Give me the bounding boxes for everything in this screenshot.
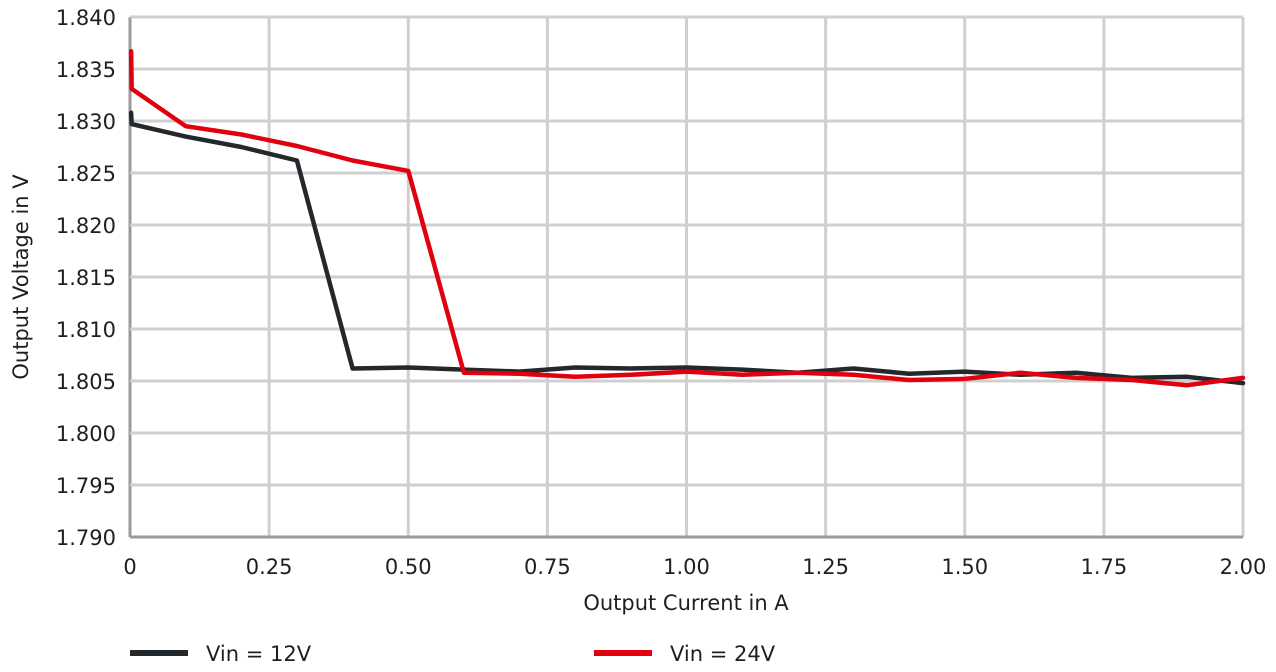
legend: Vin = 12V Vin = 24V: [130, 642, 776, 666]
legend-label: Vin = 12V: [206, 642, 312, 666]
y-tick-label: 1.795: [56, 474, 116, 498]
y-axis-title: Output Voltage in V: [9, 174, 33, 380]
x-tick-label: 1.00: [663, 555, 710, 579]
series-lines: [128, 49, 1246, 388]
y-tick-label: 1.835: [56, 58, 116, 82]
x-tick-label: 0.25: [246, 555, 293, 579]
x-tick-label: 0.75: [524, 555, 571, 579]
series-line-vin-24v: [128, 49, 1246, 388]
x-tick-label: 0: [123, 555, 136, 579]
x-tick-label: 1.25: [802, 555, 849, 579]
x-tick-label: 1.50: [941, 555, 988, 579]
y-tick-label: 1.790: [56, 526, 116, 550]
y-tick-label: 1.805: [56, 370, 116, 394]
x-axis-title: Output Current in A: [583, 591, 789, 615]
y-tick-label: 1.815: [56, 266, 116, 290]
y-tick-label: 1.800: [56, 422, 116, 446]
y-axis-ticks: 1.840 1.835 1.830 1.825 1.820 1.815 1.810 1.805…: [56, 6, 116, 550]
grid: [128, 15, 1245, 539]
legend-item-vin-12v: Vin = 12V: [130, 642, 312, 666]
legend-label: Vin = 24V: [670, 642, 776, 666]
x-tick-label: 2.00: [1220, 555, 1267, 579]
y-tick-label: 1.820: [56, 214, 116, 238]
legend-item-vin-24v: Vin = 24V: [594, 642, 776, 666]
y-tick-label: 1.825: [56, 162, 116, 186]
x-tick-label: 1.75: [1080, 555, 1127, 579]
x-tick-label: 0.50: [385, 555, 432, 579]
y-tick-label: 1.810: [56, 318, 116, 342]
x-axis-ticks: 0 0.25 0.50 0.75 1.00 1.25 1.50 1.75 2.00: [123, 555, 1266, 579]
y-tick-label: 1.840: [56, 6, 116, 30]
y-tick-label: 1.830: [56, 110, 116, 134]
